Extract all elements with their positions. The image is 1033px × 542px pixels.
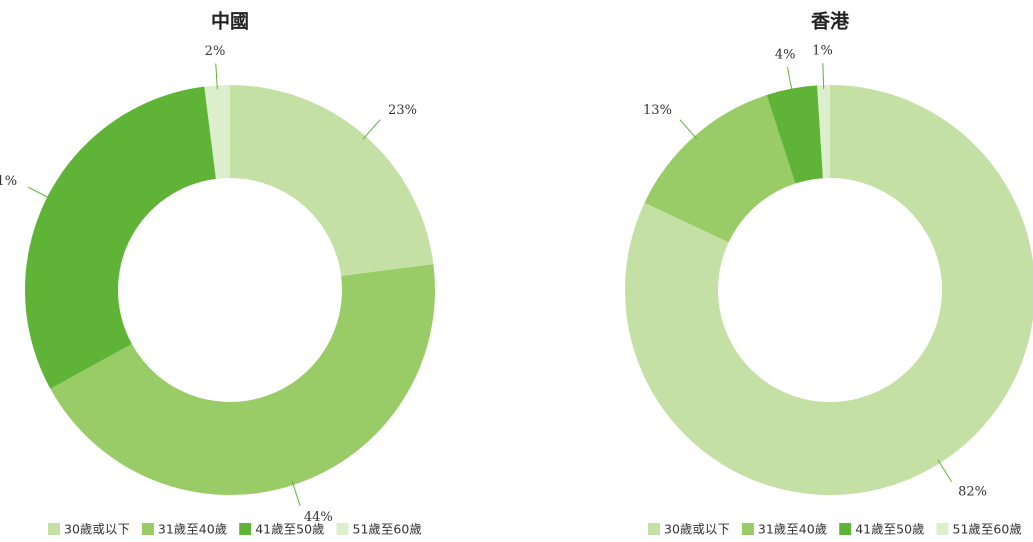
data-label: 23% xyxy=(388,103,417,118)
legend-label: 51歲至60歲 xyxy=(953,522,1022,537)
donut-segment xyxy=(766,85,823,184)
donut-segment xyxy=(625,85,1033,495)
donut-segment xyxy=(50,264,436,495)
legend-label: 30歲或以下 xyxy=(64,522,130,537)
legend-label: 31歲至40歲 xyxy=(158,522,227,537)
legend-swatch xyxy=(239,523,252,535)
legend-label: 30歲或以下 xyxy=(664,522,730,537)
donut-segment xyxy=(230,85,434,276)
legend-label: 51歲至60歲 xyxy=(353,522,422,537)
data-label: 1% xyxy=(812,44,833,59)
legend-label: 31歲至40歲 xyxy=(758,522,827,537)
leader-line xyxy=(215,63,218,90)
leader-line xyxy=(786,66,793,93)
chart-title: 中國 xyxy=(211,10,249,33)
legend-swatch xyxy=(336,523,349,535)
data-label: 4% xyxy=(775,48,796,63)
chart-title: 香港 xyxy=(810,11,850,33)
data-label: 44% xyxy=(304,510,333,525)
legend-swatch xyxy=(648,523,660,535)
leader-line xyxy=(291,481,301,507)
legend-swatch xyxy=(741,523,754,535)
data-label: 2% xyxy=(205,44,226,59)
legend-label: 41歲至50歲 xyxy=(855,522,924,537)
data-label: 31% xyxy=(0,174,17,189)
leader-line xyxy=(822,63,825,90)
leader-line xyxy=(362,119,381,140)
legend-swatch xyxy=(839,523,852,535)
leader-line xyxy=(679,119,698,140)
legend-label: 41歲至50歲 xyxy=(255,522,324,537)
legend-swatch xyxy=(141,523,154,535)
leader-line xyxy=(27,186,52,200)
data-label: 13% xyxy=(643,103,672,118)
donut-segment xyxy=(644,95,796,243)
data-label: 82% xyxy=(958,484,987,499)
donut-segment xyxy=(204,85,230,179)
leader-line xyxy=(937,459,953,482)
legend-swatch xyxy=(48,523,60,535)
donut-segment xyxy=(25,86,216,389)
legend-swatch xyxy=(936,523,949,535)
donut-segment xyxy=(817,85,830,179)
